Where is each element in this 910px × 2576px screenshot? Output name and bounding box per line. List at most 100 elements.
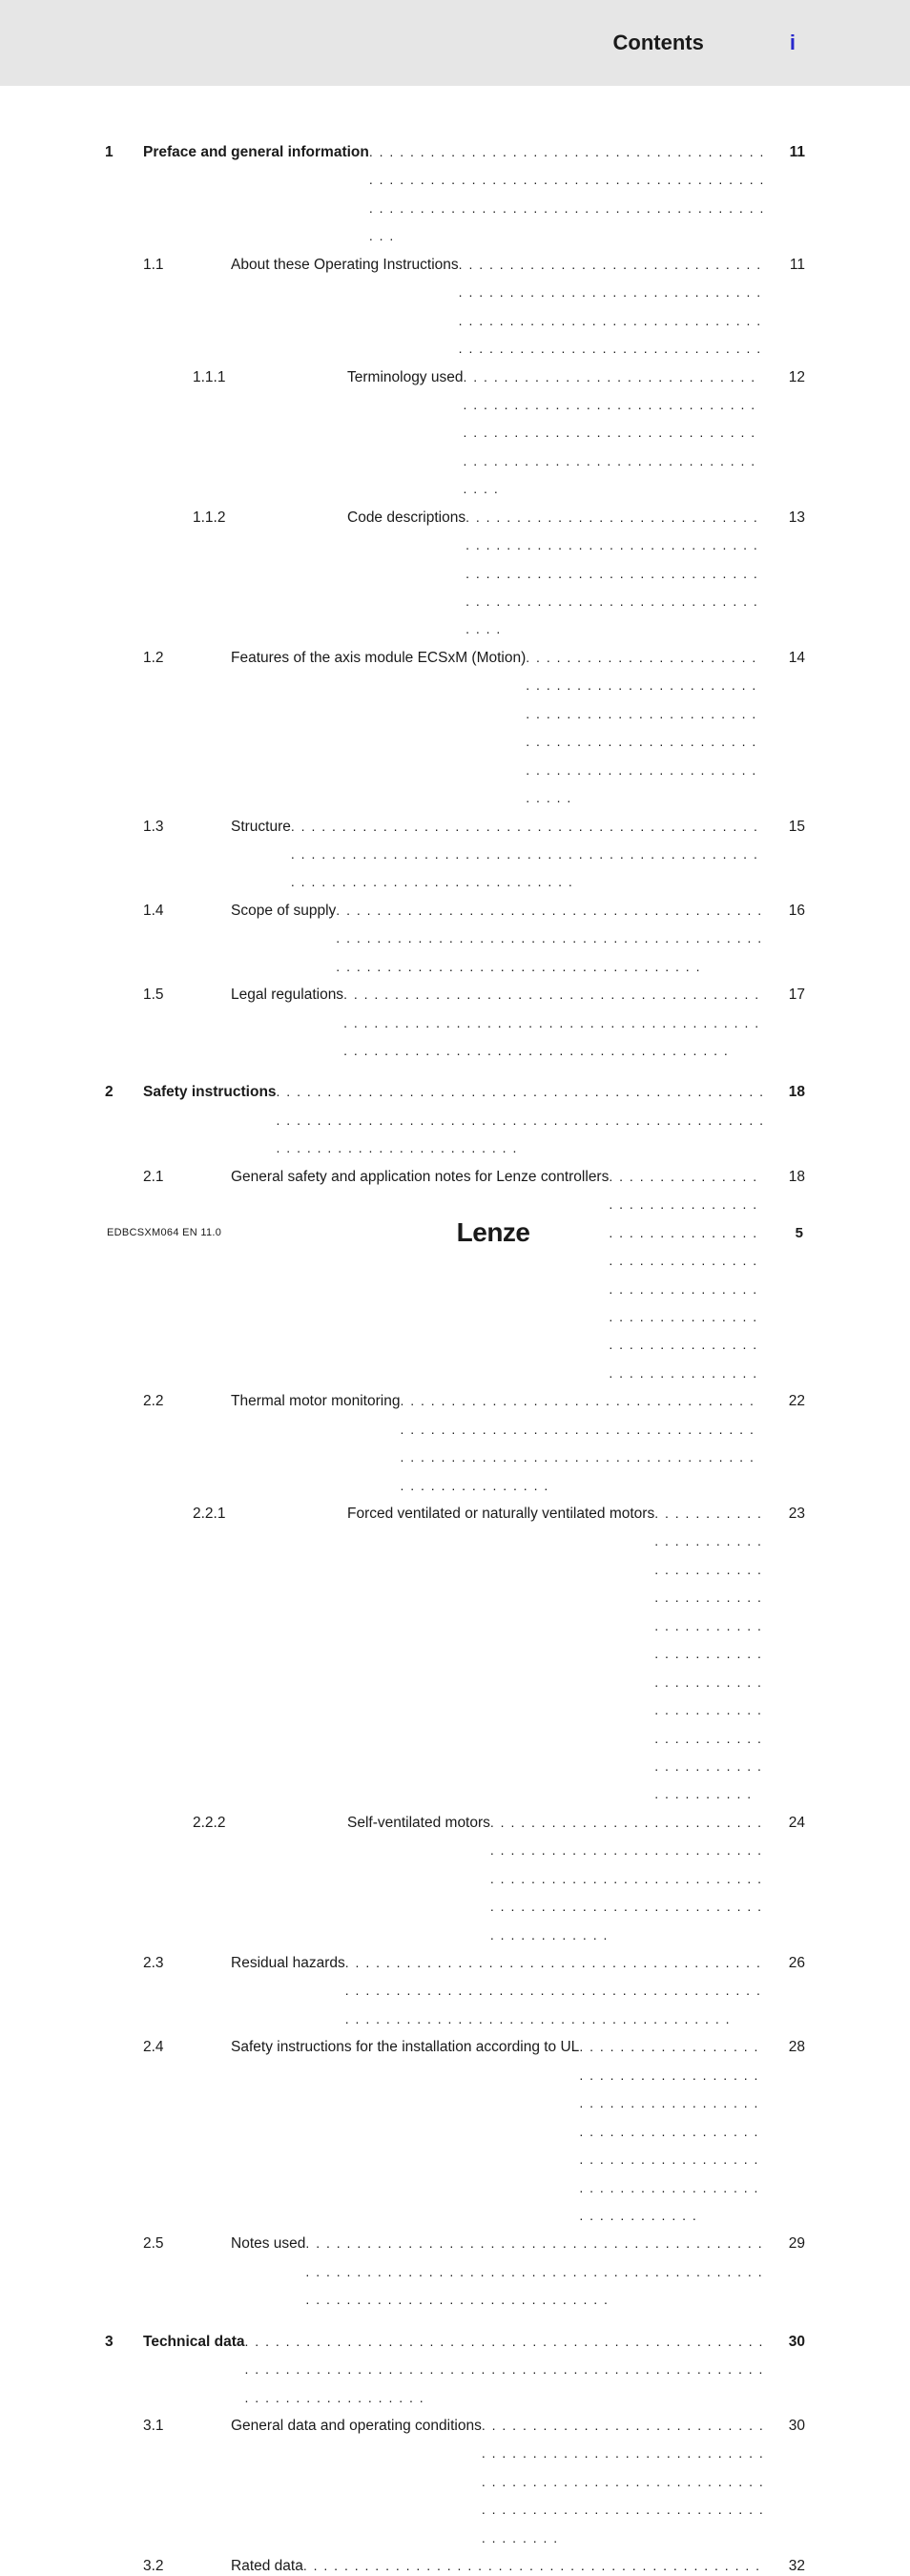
toc-entry-title: Residual hazards <box>231 1949 345 1977</box>
toc-entry-title: Scope of supply <box>231 897 336 924</box>
toc-entry: 2.4Safety instructions for the installat… <box>105 2033 805 2230</box>
toc-entry-number: 2.3 <box>105 1949 231 1977</box>
toc-leader-dots <box>345 1949 765 2033</box>
toc-entry: 1.2Features of the axis module ECSxM (Mo… <box>105 644 805 813</box>
toc-entry-number: 2.4 <box>105 2033 231 2061</box>
footer: EDBCSXM064 EN 11.0 Lenze 5 <box>0 1217 910 1248</box>
toc-entry: 1.1About these Operating Instructions 11 <box>105 251 805 364</box>
toc-entry-number: 2.2.1 <box>105 1500 347 1527</box>
toc-leader-dots <box>291 813 765 897</box>
toc-entry: 1.1.1Terminology used 12 <box>105 364 805 504</box>
toc-entry-title: Rated data <box>231 2552 303 2576</box>
toc-entry: 1.4Scope of supply 16 <box>105 897 805 981</box>
toc-leader-dots <box>463 364 765 504</box>
toc-entry: 2.3Residual hazards 26 <box>105 1949 805 2033</box>
toc-entry-title: Preface and general information <box>143 138 369 166</box>
toc-entry-page: 16 <box>767 897 805 924</box>
toc-entry: 2.2Thermal motor monitoring 22 <box>105 1387 805 1500</box>
toc-entry-page: 29 <box>767 2230 805 2257</box>
toc-entry: 3.1General data and operating conditions… <box>105 2412 805 2552</box>
toc-entry-number: 1 <box>105 138 143 166</box>
toc-leader-dots <box>609 1163 765 1388</box>
toc-entry-title: Terminology used <box>347 364 463 391</box>
toc-entry-title: Legal regulations <box>231 981 343 1008</box>
toc-entry-title: Safety instructions for the installation… <box>231 2033 579 2061</box>
toc-entry-page: 14 <box>767 644 805 672</box>
toc-entry-title: General safety and application notes for… <box>231 1163 609 1191</box>
toc-entry: 2.1General safety and application notes … <box>105 1163 805 1388</box>
toc-entry-page: 30 <box>767 2328 805 2356</box>
toc-entry-title: Notes used <box>231 2230 305 2257</box>
toc-leader-dots <box>277 1078 765 1162</box>
toc-entry-page: 11 <box>767 251 805 279</box>
toc-leader-dots <box>343 981 765 1065</box>
toc-entry-number: 1.1 <box>105 251 231 279</box>
toc-entry-page: 23 <box>767 1500 805 1527</box>
toc-entry-number: 2.1 <box>105 1163 231 1191</box>
toc-entry-title: Thermal motor monitoring <box>231 1387 400 1415</box>
toc-entry: 2Safety instructions 18 <box>105 1078 805 1162</box>
toc-entry-number: 2.2.2 <box>105 1809 347 1837</box>
header-roman-numeral: i <box>790 31 796 55</box>
toc-leader-dots <box>482 2412 765 2552</box>
toc-leader-dots <box>579 2033 765 2230</box>
toc-entry-title: About these Operating Instructions <box>231 251 459 279</box>
toc-leader-dots <box>336 897 765 981</box>
toc-leader-dots <box>303 2552 765 2576</box>
table-of-contents: 1Preface and general information 111.1Ab… <box>0 86 910 2576</box>
toc-entry-number: 2.2 <box>105 1387 231 1415</box>
toc-entry-page: 12 <box>767 364 805 391</box>
toc-entry-number: 1.4 <box>105 897 231 924</box>
toc-entry-number: 3.2 <box>105 2552 231 2576</box>
toc-entry-page: 32 <box>767 2552 805 2576</box>
toc-leader-dots <box>369 138 765 251</box>
toc-leader-dots <box>526 644 765 813</box>
chapter-gap <box>105 2315 805 2328</box>
toc-entry-title: Forced ventilated or naturally ventilate… <box>347 1500 654 1527</box>
toc-entry-page: 24 <box>767 1809 805 1837</box>
toc-entry-title: General data and operating conditions <box>231 2412 482 2440</box>
toc-entry-number: 2 <box>105 1078 143 1106</box>
toc-entry-page: 11 <box>767 138 805 166</box>
toc-entry-page: 18 <box>767 1163 805 1191</box>
toc-entry-number: 1.5 <box>105 981 231 1008</box>
toc-entry-number: 1.2 <box>105 644 231 672</box>
toc-entry-title: Features of the axis module ECSxM (Motio… <box>231 644 526 672</box>
toc-entry-title: Structure <box>231 813 291 841</box>
toc-entry-title: Technical data <box>143 2328 245 2356</box>
toc-leader-dots <box>490 1809 765 1949</box>
footer-doc-id: EDBCSXM064 EN 11.0 <box>107 1227 221 1238</box>
toc-entry: 2.2.1Forced ventilated or naturally vent… <box>105 1500 805 1809</box>
toc-entry-page: 22 <box>767 1387 805 1415</box>
toc-entry: 3.2Rated data 32 <box>105 2552 805 2576</box>
toc-entry-title: Code descriptions <box>347 504 465 531</box>
footer-page-number: 5 <box>765 1225 803 1241</box>
toc-entry-page: 30 <box>767 2412 805 2440</box>
toc-entry-title: Safety instructions <box>143 1078 277 1106</box>
toc-entry-number: 1.1.1 <box>105 364 347 391</box>
toc-entry-page: 17 <box>767 981 805 1008</box>
toc-entry-title: Self-ventilated motors <box>347 1809 490 1837</box>
toc-entry-page: 26 <box>767 1949 805 1977</box>
footer-logo: Lenze <box>457 1217 530 1248</box>
toc-leader-dots <box>654 1500 765 1809</box>
toc-entry-number: 3.1 <box>105 2412 231 2440</box>
toc-entry: 1Preface and general information 11 <box>105 138 805 251</box>
header-title: Contents <box>613 31 704 55</box>
toc-entry: 1.5Legal regulations 17 <box>105 981 805 1065</box>
toc-leader-dots <box>245 2328 765 2412</box>
toc-entry: 3Technical data 30 <box>105 2328 805 2412</box>
toc-leader-dots <box>400 1387 765 1500</box>
toc-entry-number: 3 <box>105 2328 143 2356</box>
toc-entry-page: 18 <box>767 1078 805 1106</box>
toc-entry: 1.3Structure 15 <box>105 813 805 897</box>
chapter-gap <box>105 1065 805 1078</box>
toc-entry: 2.5Notes used 29 <box>105 2230 805 2314</box>
toc-entry-number: 2.5 <box>105 2230 231 2257</box>
toc-leader-dots <box>465 504 765 644</box>
toc-entry: 1.1.2Code descriptions 13 <box>105 504 805 644</box>
toc-leader-dots <box>459 251 765 364</box>
toc-entry-page: 13 <box>767 504 805 531</box>
toc-entry-page: 28 <box>767 2033 805 2061</box>
header-bar: Contents i <box>0 0 910 86</box>
